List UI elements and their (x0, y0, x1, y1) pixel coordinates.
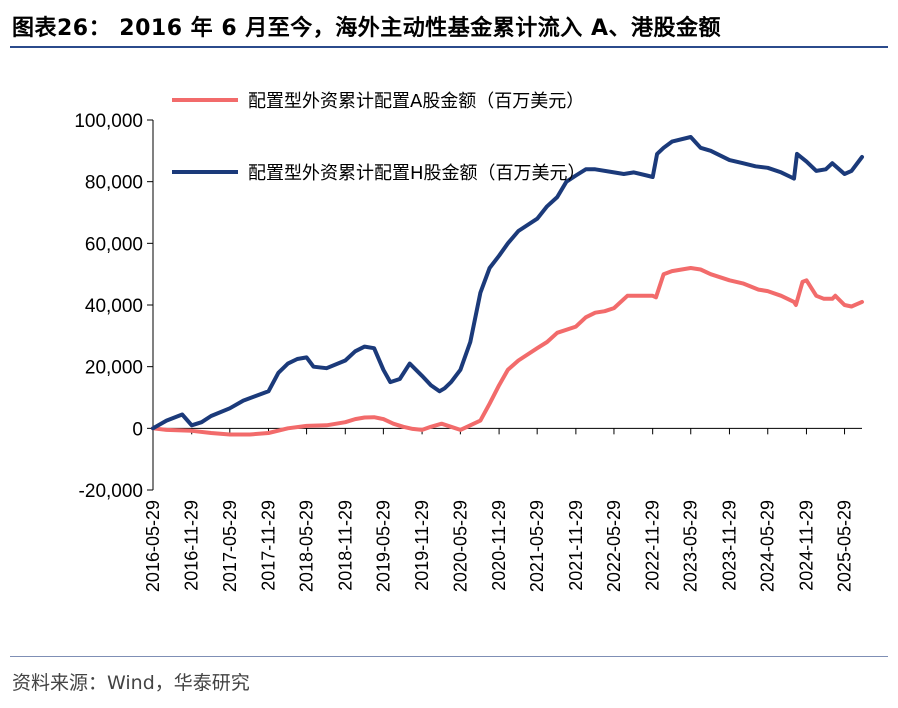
y-tick-label: 80,000 (85, 173, 143, 194)
y-tick-label: 60,000 (85, 234, 143, 255)
chart-lines (151, 135, 864, 437)
series-line-a-share (151, 266, 864, 437)
x-tick-label: 2017-05-29 (220, 500, 240, 592)
title-divider (10, 46, 888, 48)
x-tick-label: 2019-05-29 (373, 500, 393, 592)
x-tick-label: 2025-05-29 (835, 500, 855, 592)
legend-label-h-share: 配置型外资累计配置H股金额（百万美元） (248, 163, 586, 184)
x-tick-label: 2019-11-29 (412, 500, 432, 591)
x-tick-label: 2017-11-29 (259, 500, 279, 591)
source-note: 资料来源：Wind，华泰研究 (12, 672, 250, 694)
y-tick-label: 40,000 (85, 296, 143, 317)
x-tick-label: 2023-11-29 (719, 500, 739, 591)
y-tick-label: -20,000 (79, 481, 143, 502)
x-tick-label: 2021-05-29 (527, 500, 547, 592)
chart-legend: 配置型外资累计配置A股金额（百万美元） 配置型外资累计配置H股金额（百万美元） (172, 91, 586, 184)
footer-divider (10, 656, 888, 657)
series-line-h-share (151, 135, 864, 431)
figure-title: 图表26： 2016 年 6 月至今，海外主动性基金累计流入 A、港股金额 (12, 16, 721, 41)
x-tick-label: 2024-05-29 (758, 500, 778, 592)
y-tick-label: 0 (132, 419, 143, 440)
chart-axes: -20,000 0 20,000 40,000 60,000 80,000 100,000 2… (74, 111, 862, 592)
x-tick-label: 2022-05-29 (604, 500, 624, 592)
x-tick-label: 2018-05-29 (297, 500, 317, 592)
x-tick-label: 2016-05-29 (143, 500, 163, 592)
x-tick-label: 2021-11-29 (566, 500, 586, 591)
line-chart: -20,000 0 20,000 40,000 60,000 80,000 100,000 2… (74, 91, 864, 592)
x-tick-label: 2020-05-29 (450, 500, 470, 592)
x-tick-label: 2016-11-29 (182, 500, 202, 591)
legend-label-a-share: 配置型外资累计配置A股金额（百万美元） (248, 91, 584, 112)
y-tick-label: 20,000 (85, 358, 143, 379)
x-tick-label: 2018-11-29 (335, 500, 355, 591)
x-tick-label: 2023-05-29 (681, 500, 701, 592)
x-tick-label: 2022-11-29 (643, 500, 663, 591)
x-tick-label: 2024-11-29 (796, 500, 816, 591)
y-tick-label: 100,000 (74, 111, 143, 132)
x-tick-label: 2020-11-29 (489, 500, 509, 591)
